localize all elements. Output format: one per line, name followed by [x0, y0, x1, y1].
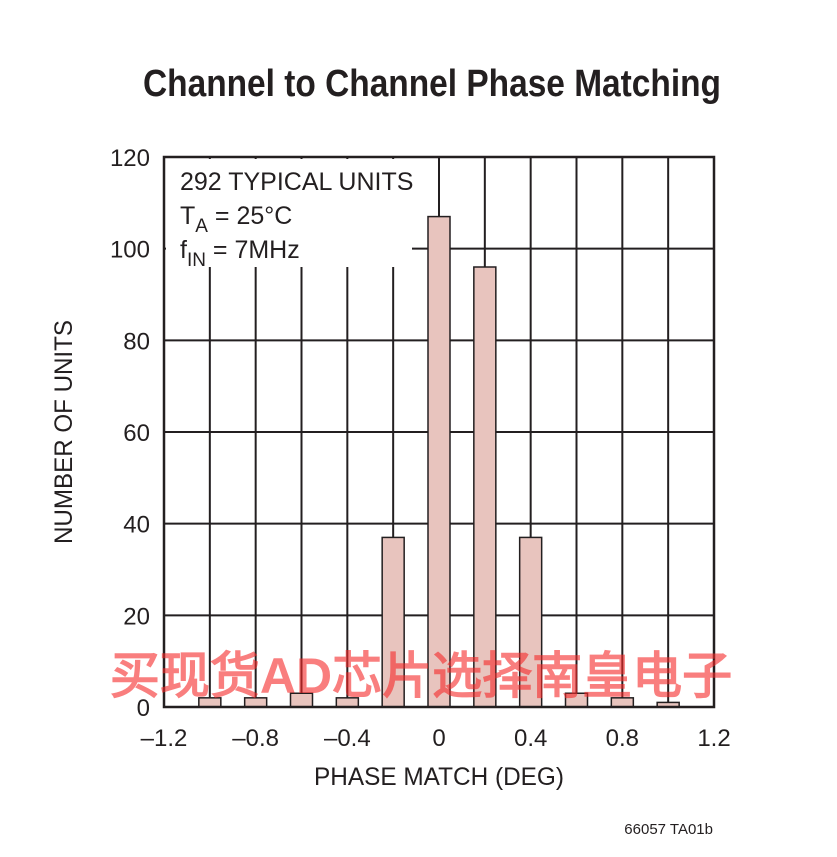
y-tick-label: 60 [123, 420, 150, 447]
y-tick-label: 0 [137, 695, 150, 722]
annotation-main: 292 TYPICAL UNITS [180, 168, 413, 196]
annotation-rest: = 7MHz [206, 236, 300, 264]
chart-title: Channel to Channel Phase Matching [143, 63, 721, 105]
x-tick-label: 0.4 [514, 725, 547, 752]
annotation-box [166, 159, 412, 267]
x-tick-label: –0.4 [324, 725, 371, 752]
annotation: 292 TYPICAL UNITS [180, 168, 413, 196]
x-tick-label: –1.2 [141, 725, 188, 752]
y-tick-label: 80 [123, 328, 150, 355]
annotation-main: T [180, 202, 195, 230]
x-tick-label: 0.8 [606, 725, 639, 752]
annotation-main: f [180, 236, 187, 264]
x-tick-label: 0 [432, 725, 445, 752]
x-tick-label: –0.8 [232, 725, 279, 752]
x-tick-label: 1.2 [697, 725, 730, 752]
bar [473, 266, 497, 708]
x-axis-label: PHASE MATCH (DEG) [314, 763, 564, 791]
y-axis-label: NUMBER OF UNITS [50, 320, 78, 544]
footnote: 66057 TA01b [624, 821, 713, 838]
watermark: 买现货AD芯片选择南皇电子 [110, 648, 732, 704]
y-tick-label: 20 [123, 603, 150, 630]
y-tick-label: 100 [110, 237, 150, 264]
y-tick-label: 40 [123, 512, 150, 539]
y-tick-label: 120 [110, 145, 150, 172]
annotation-rest: = 25°C [208, 202, 292, 230]
annotation-sub: A [195, 216, 208, 237]
plot-frame [162, 155, 716, 709]
annotation-sub: IN [187, 250, 206, 271]
annotation: fIN = 7MHz [180, 236, 300, 271]
bar [427, 215, 451, 708]
annotation: TA = 25°C [180, 202, 292, 237]
